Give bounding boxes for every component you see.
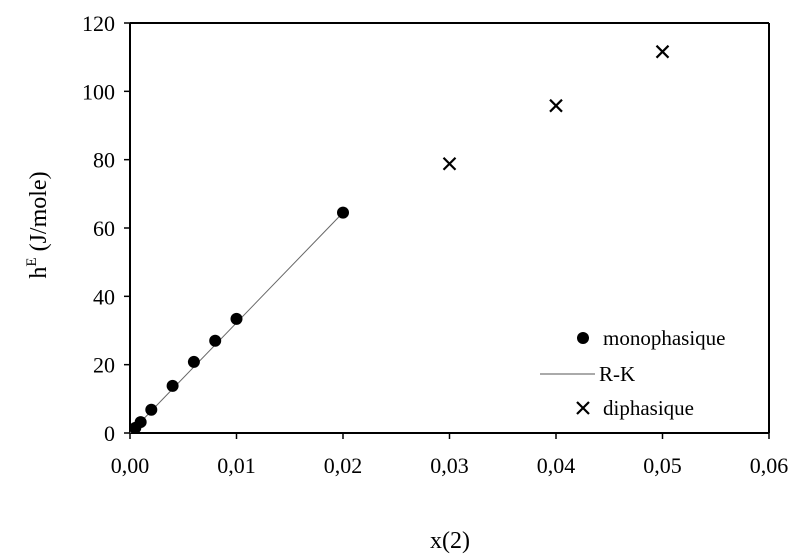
x-tick-label: 0,00: [111, 453, 150, 478]
legend: monophasique R-K diphasique: [540, 326, 725, 420]
data-point-monophasique: [187, 355, 200, 368]
data-point-monophasique: [337, 206, 349, 219]
data-point-diphasique: [442, 156, 457, 171]
data-point-diphasique: [655, 44, 670, 59]
y-tick-label: 0: [104, 421, 115, 446]
y-tick-label: 100: [82, 79, 115, 104]
plot-area: [129, 22, 770, 434]
legend-label: R-K: [599, 362, 635, 386]
data-point-monophasique: [209, 334, 222, 347]
data-point-monophasique: [145, 403, 158, 416]
y-tick-label: 60: [93, 216, 115, 241]
y-tick-label: 20: [93, 353, 115, 378]
y-axis-title-main: h: [26, 267, 52, 279]
y-axis-ticks: 0 20 40 60 80 100 120: [82, 11, 130, 446]
y-axis-title-rest: (J/mole): [26, 171, 52, 257]
x-tick-label: 0,01: [217, 453, 256, 478]
x-axis-title: x(2): [430, 528, 470, 554]
y-tick-label: 40: [93, 284, 115, 309]
data-point-monophasique: [166, 379, 179, 392]
y-axis-title-superscript: E: [24, 257, 40, 266]
series-layer: [129, 44, 670, 434]
legend-label: monophasique: [603, 326, 725, 350]
data-point-monophasique: [230, 312, 243, 325]
x-axis-ticks: 0,00 0,01 0,02 0,03 0,04 0,05 0,06: [111, 433, 789, 478]
legend-marker-filled-circle: [577, 332, 589, 344]
x-tick-label: 0,03: [430, 453, 469, 478]
data-point-diphasique: [549, 98, 563, 113]
data-point-monophasique: [134, 416, 147, 429]
legend-item-r-k: R-K: [540, 362, 635, 386]
x-tick-label: 0,05: [643, 453, 682, 478]
y-tick-label: 120: [82, 11, 115, 36]
y-axis-title: hE (J/mole): [24, 171, 52, 278]
x-tick-label: 0,04: [537, 453, 576, 478]
legend-marker-x: [576, 401, 590, 415]
legend-label: diphasique: [603, 396, 694, 420]
legend-item-monophasique: monophasique: [577, 326, 725, 350]
x-tick-label: 0,02: [324, 453, 363, 478]
y-tick-label: 80: [93, 148, 115, 173]
legend-item-diphasique: diphasique: [576, 396, 694, 420]
x-tick-label: 0,06: [750, 453, 789, 478]
